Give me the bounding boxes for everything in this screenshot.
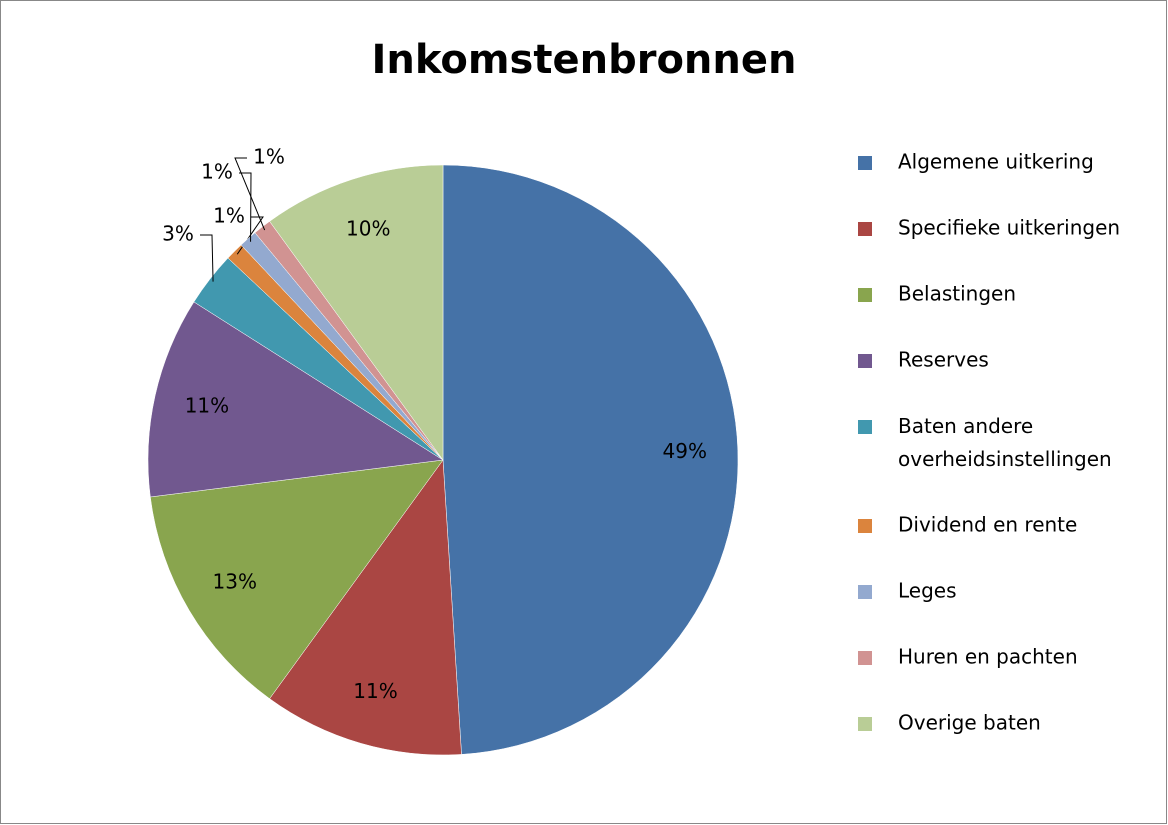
- data-label: 3%: [162, 222, 194, 246]
- pie-slice: [150, 459, 444, 700]
- legend-swatch: [858, 651, 872, 665]
- legend-label: Belastingen: [898, 282, 1016, 306]
- legend-label: Reserves: [898, 348, 989, 372]
- legend-swatch: [858, 717, 872, 731]
- leader-line: [234, 157, 266, 231]
- legend-label: Dividend en rente: [898, 513, 1077, 537]
- chart-title: Inkomstenbronnen: [372, 37, 797, 83]
- pie-slice: [147, 301, 444, 498]
- pie-slice: [442, 164, 739, 755]
- data-label: 49%: [663, 439, 707, 463]
- legend-swatch: [858, 288, 872, 302]
- leader-line: [200, 234, 214, 282]
- data-label: 11%: [353, 679, 397, 703]
- legend-label: Overige baten: [898, 711, 1041, 735]
- leader-line: [239, 172, 252, 242]
- pie-slice: [269, 459, 462, 756]
- legend-swatch: [858, 222, 872, 236]
- data-label: 1%: [213, 204, 245, 228]
- legend-swatch: [858, 585, 872, 599]
- pie-slice: [269, 164, 444, 461]
- data-label: 1%: [201, 160, 233, 184]
- legend-label: Huren en pachten: [898, 645, 1078, 669]
- legend-label: Specifieke uitkeringen: [898, 216, 1120, 240]
- data-label: 13%: [213, 570, 257, 594]
- data-label: 1%: [253, 145, 285, 169]
- legend-label: Algemene uitkering: [898, 150, 1094, 174]
- legend-swatch: [858, 354, 872, 368]
- legend-label: Baten andere overheidsinstellingen: [898, 414, 1112, 471]
- legend-swatch: [858, 420, 872, 434]
- data-label: 10%: [346, 216, 390, 240]
- legend-swatch: [858, 156, 872, 170]
- data-label: 11%: [185, 394, 229, 418]
- legend-label: Leges: [898, 579, 957, 603]
- legend-swatch: [858, 519, 872, 533]
